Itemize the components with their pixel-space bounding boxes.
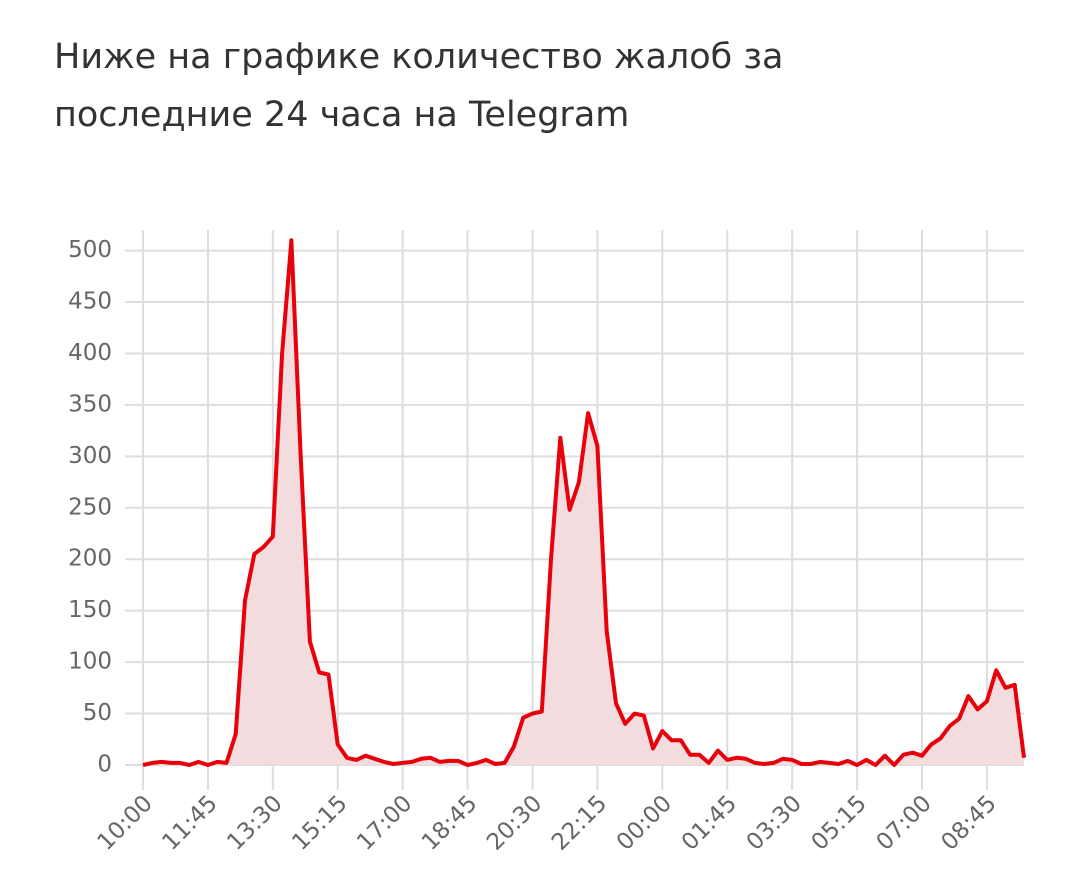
x-tick-label: 11:45 (157, 790, 222, 855)
x-tick-label: 05:15 (807, 790, 872, 855)
x-tick-label: 20:30 (482, 790, 547, 855)
y-tick-label: 350 (68, 391, 112, 417)
x-tick-label: 01:45 (677, 790, 742, 855)
y-tick-label: 300 (68, 443, 112, 469)
x-tick-label: 17:00 (352, 790, 417, 855)
y-tick-label: 450 (68, 289, 112, 315)
x-tick-label: 13:30 (222, 790, 287, 855)
x-tick-label: 18:45 (417, 790, 482, 855)
x-tick-label: 07:00 (872, 790, 937, 855)
x-tick-label: 00:00 (612, 790, 677, 855)
x-tick-label: 10:00 (93, 790, 158, 855)
line (142, 238, 1026, 767)
y-tick-label: 200 (68, 546, 112, 572)
x-tick-label: 15:15 (287, 790, 352, 855)
y-tick-label: 0 (97, 752, 112, 778)
chart-title: Ниже на графике количество жалоб за посл… (54, 37, 784, 135)
y-tick-label: 100 (68, 649, 112, 675)
y-tick-label: 500 (68, 237, 112, 263)
area (143, 240, 1024, 766)
x-tick-label: 08:45 (936, 790, 1001, 855)
x-tick-label: 03:30 (742, 790, 807, 855)
y-tick-label: 250 (68, 494, 112, 520)
y-tick-label: 50 (83, 700, 112, 726)
x-tick-label: 22:15 (547, 790, 612, 855)
y-tick-label: 150 (68, 597, 112, 623)
y-tick-label: 400 (68, 340, 112, 366)
